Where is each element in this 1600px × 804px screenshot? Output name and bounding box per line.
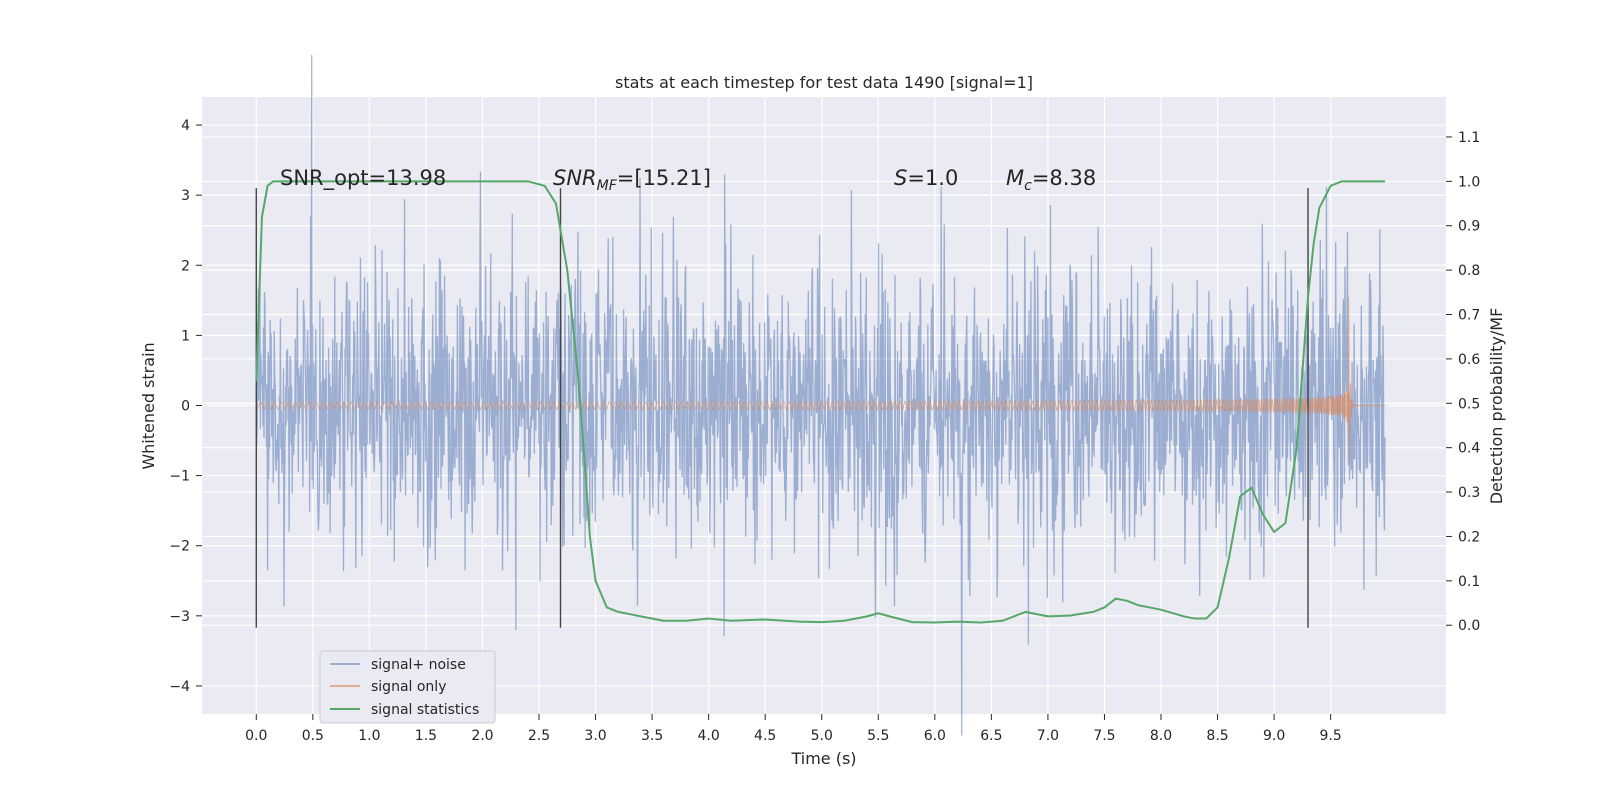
y-left-tick-label: 1 xyxy=(181,328,190,344)
signal-only-line xyxy=(255,297,1385,462)
s-symbol: S xyxy=(894,166,907,190)
y-left-tick-label: −1 xyxy=(169,469,190,485)
x-tick-label: 9.0 xyxy=(1263,728,1285,744)
y-right-axis-label: Detection probability/MF xyxy=(1487,308,1506,505)
x-tick-label: 8.0 xyxy=(1150,728,1172,744)
x-tick-label: 7.0 xyxy=(1037,728,1059,744)
x-tick-label: 1.5 xyxy=(415,728,437,744)
y-left-tick-label: −3 xyxy=(169,609,190,625)
mc-symbol: M xyxy=(1006,166,1024,190)
legend-label-signal-noise: signal+ noise xyxy=(371,657,466,673)
x-tick-label: 9.5 xyxy=(1320,728,1342,744)
x-tick-label: 2.5 xyxy=(528,728,550,744)
x-tick-label: 7.5 xyxy=(1093,728,1115,744)
y-right-tick-label: 0.1 xyxy=(1458,574,1480,590)
chart-title: stats at each timestep for test data 149… xyxy=(615,73,1033,92)
x-tick-label: 3.0 xyxy=(584,728,606,744)
y-right-tick-label: 0.6 xyxy=(1458,352,1480,368)
x-axis-label: Time (s) xyxy=(790,749,856,768)
y-right-tick-label: 1.0 xyxy=(1458,174,1480,190)
y-right-tick-label: 0.4 xyxy=(1458,441,1480,457)
legend-label-signal-only: signal only xyxy=(371,679,446,695)
y-left-tick-label: 3 xyxy=(181,188,190,204)
y-right-tick-label: 0.0 xyxy=(1458,618,1480,634)
x-tick-label: 1.0 xyxy=(358,728,380,744)
y-right-tick-label: 0.7 xyxy=(1458,308,1480,324)
y-right-tick-label: 0.9 xyxy=(1458,219,1480,235)
x-tick-label: 6.0 xyxy=(924,728,946,744)
signal-statistics-series xyxy=(255,180,1385,624)
annotation-snr-opt: SNR_opt=13.98 xyxy=(280,166,446,191)
x-tick-label: 6.5 xyxy=(980,728,1002,744)
snr-mf-symbol: SNR xyxy=(553,166,597,190)
x-tick-label: 8.5 xyxy=(1206,728,1228,744)
x-tick-label: 5.0 xyxy=(811,728,833,744)
y-right-tick-label: 0.5 xyxy=(1458,396,1480,412)
annotation-mc: Mc=8.38 xyxy=(1006,166,1096,194)
snr-mf-value: =[15.21] xyxy=(617,166,711,190)
y-right-tick-label: 0.2 xyxy=(1458,529,1480,545)
y-left-tick-label: 2 xyxy=(181,258,190,274)
annotation-snr-mf: SNRMF=[15.21] xyxy=(553,166,711,194)
signal-noise-line xyxy=(255,54,1386,736)
y-left-tick-label: −4 xyxy=(169,679,190,695)
x-tick-label: 4.0 xyxy=(698,728,720,744)
mc-value: =8.38 xyxy=(1032,166,1096,190)
y-right-axis-ticks: 0.0 0.1 0.2 0.3 0.4 0.5 0.6 0.7 0.8 0.9 1.0 1.1 xyxy=(1446,130,1480,634)
y-right-tick-label: 0.3 xyxy=(1458,485,1480,501)
y-right-tick-label: 1.1 xyxy=(1458,130,1480,146)
legend-box xyxy=(319,650,496,724)
x-tick-label: 5.5 xyxy=(867,728,889,744)
signal-only-series xyxy=(255,297,1385,462)
y-left-axis-label: Whitened strain xyxy=(139,342,158,469)
x-tick-label: 3.5 xyxy=(641,728,663,744)
annotation-s: S=1.0 xyxy=(894,166,958,190)
y-left-tick-label: 4 xyxy=(181,118,190,134)
y-left-tick-label: 0 xyxy=(181,399,190,415)
signal-noise-series xyxy=(255,54,1386,736)
y-left-axis-ticks: −4 −3 −2 −1 0 1 2 3 4 xyxy=(169,118,202,695)
x-axis-ticks: 0.0 0.5 1.0 1.5 2.0 2.5 3.0 3.5 4.0 4.5 5.0 5.5 6.0 6… xyxy=(245,714,1342,744)
x-tick-label: 4.5 xyxy=(754,728,776,744)
s-value: =1.0 xyxy=(907,166,958,190)
x-tick-label: 0.0 xyxy=(245,728,267,744)
legend-label-signal-statistics: signal statistics xyxy=(371,702,479,718)
x-tick-label: 0.5 xyxy=(302,728,324,744)
y-left-tick-label: −2 xyxy=(169,539,190,555)
mc-subscript: c xyxy=(1024,178,1032,194)
x-tick-label: 2.0 xyxy=(471,728,493,744)
snr-mf-subscript: MF xyxy=(597,178,618,194)
legend: signal+ noise signal only signal statist… xyxy=(319,650,496,724)
y-right-tick-label: 0.8 xyxy=(1458,263,1480,279)
vertical-markers xyxy=(255,188,1309,628)
signal-statistics-line xyxy=(255,180,1385,624)
